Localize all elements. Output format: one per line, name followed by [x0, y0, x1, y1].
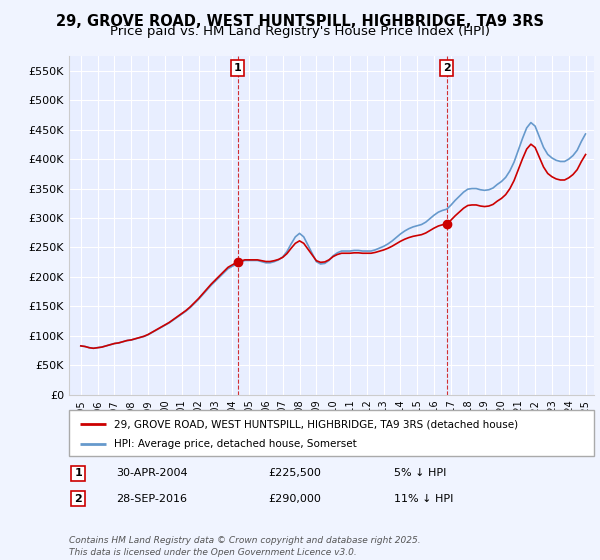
- Text: HPI: Average price, detached house, Somerset: HPI: Average price, detached house, Some…: [113, 438, 356, 449]
- Text: 30-APR-2004: 30-APR-2004: [116, 468, 188, 478]
- Text: 5% ↓ HPI: 5% ↓ HPI: [395, 468, 447, 478]
- Text: 1: 1: [234, 63, 242, 73]
- Text: 28-SEP-2016: 28-SEP-2016: [116, 493, 187, 503]
- Text: 29, GROVE ROAD, WEST HUNTSPILL, HIGHBRIDGE, TA9 3RS (detached house): 29, GROVE ROAD, WEST HUNTSPILL, HIGHBRID…: [113, 419, 518, 430]
- Text: 11% ↓ HPI: 11% ↓ HPI: [395, 493, 454, 503]
- Text: 2: 2: [74, 493, 82, 503]
- Text: Contains HM Land Registry data © Crown copyright and database right 2025.
This d: Contains HM Land Registry data © Crown c…: [69, 536, 421, 557]
- Text: £225,500: £225,500: [269, 468, 322, 478]
- Text: £290,000: £290,000: [269, 493, 322, 503]
- Text: Price paid vs. HM Land Registry's House Price Index (HPI): Price paid vs. HM Land Registry's House …: [110, 25, 490, 38]
- Text: 29, GROVE ROAD, WEST HUNTSPILL, HIGHBRIDGE, TA9 3RS: 29, GROVE ROAD, WEST HUNTSPILL, HIGHBRID…: [56, 14, 544, 29]
- Text: 2: 2: [443, 63, 451, 73]
- Text: 1: 1: [74, 468, 82, 478]
